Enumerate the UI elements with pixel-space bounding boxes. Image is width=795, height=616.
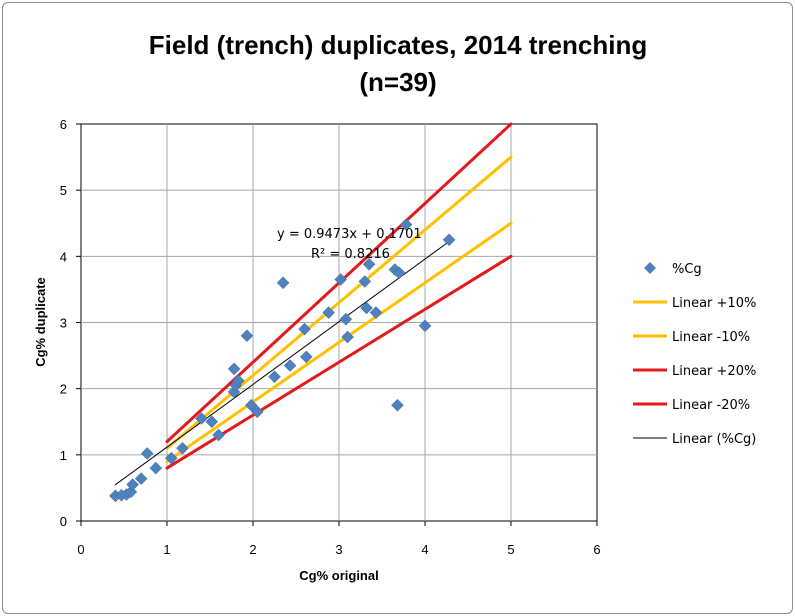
legend-label: Linear (%Cg) [672,432,756,447]
y-axis-title: Cg% duplicate [33,277,48,367]
legend-label: Linear +20% [672,364,756,379]
data-point [205,415,219,429]
trendline-equation: y = 0.9473x + 0.1701 [277,227,422,242]
data-point [391,398,404,412]
data-point [360,301,373,315]
data-point [212,428,225,442]
x-axis-ticks: 0 1 2 3 4 5 6 [77,521,601,557]
data-point [268,370,281,384]
y-tick-label: 4 [60,249,67,264]
trendline-r-squared: R² = 0.8216 [311,247,390,262]
y-tick-label: 5 [60,183,67,198]
legend-label: Linear +10% [672,296,756,311]
data-point [392,266,406,280]
data-point [176,441,189,455]
series-line-5 [114,241,450,486]
data-point [244,398,258,412]
legend-label: %Cg [672,262,702,277]
data-point [232,374,245,388]
data-point [195,412,208,425]
x-tick-label: 3 [335,542,342,557]
data-point [276,276,290,290]
chart-title: Field (trench) duplicates, 2014 trenchin… [149,30,647,60]
data-point [283,359,297,372]
x-tick-label: 6 [593,542,600,557]
data-point [134,472,148,486]
data-point [299,350,313,364]
y-tick-label: 0 [60,514,67,529]
y-tick-label: 2 [60,382,67,397]
data-point [240,329,254,343]
y-tick-label: 1 [60,448,67,463]
markers [109,218,456,503]
plot-area [80,122,598,522]
data-point [362,257,376,271]
legend-marker [644,262,656,274]
y-axis-ticks: 0 1 2 3 4 5 6 [60,117,81,529]
series-line-2 [165,221,513,463]
x-tick-label: 1 [163,542,170,557]
legend: %Cg Linear +10% Linear -10% Linear +20% Line… [633,262,756,447]
y-tick-label: 6 [60,117,67,132]
x-tick-label: 0 [77,542,84,557]
legend-label: Linear -10% [672,330,750,345]
data-point [341,330,354,344]
data-point [126,478,139,491]
data-point [298,322,311,336]
legend-label: Linear -20% [672,398,750,413]
data-point [339,312,353,326]
data-point [418,319,432,333]
data-point [140,447,154,460]
data-point [164,451,178,465]
data-point [369,306,383,319]
data-point [358,275,372,288]
x-tick-label: 4 [421,542,428,557]
data-point [227,362,241,376]
data-point [334,273,348,286]
x-tick-label: 2 [249,542,256,557]
data-point [250,405,264,419]
data-point [399,218,413,231]
x-tick-label: 5 [507,542,514,557]
series-line-4 [165,254,513,470]
data-point [322,306,336,319]
data-point [149,461,163,475]
data-point [442,233,456,247]
chart-subtitle: (n=39) [359,67,436,97]
x-axis-title: Cg% original [299,568,378,583]
y-tick-label: 3 [60,316,67,331]
series-line-1 [165,155,513,450]
